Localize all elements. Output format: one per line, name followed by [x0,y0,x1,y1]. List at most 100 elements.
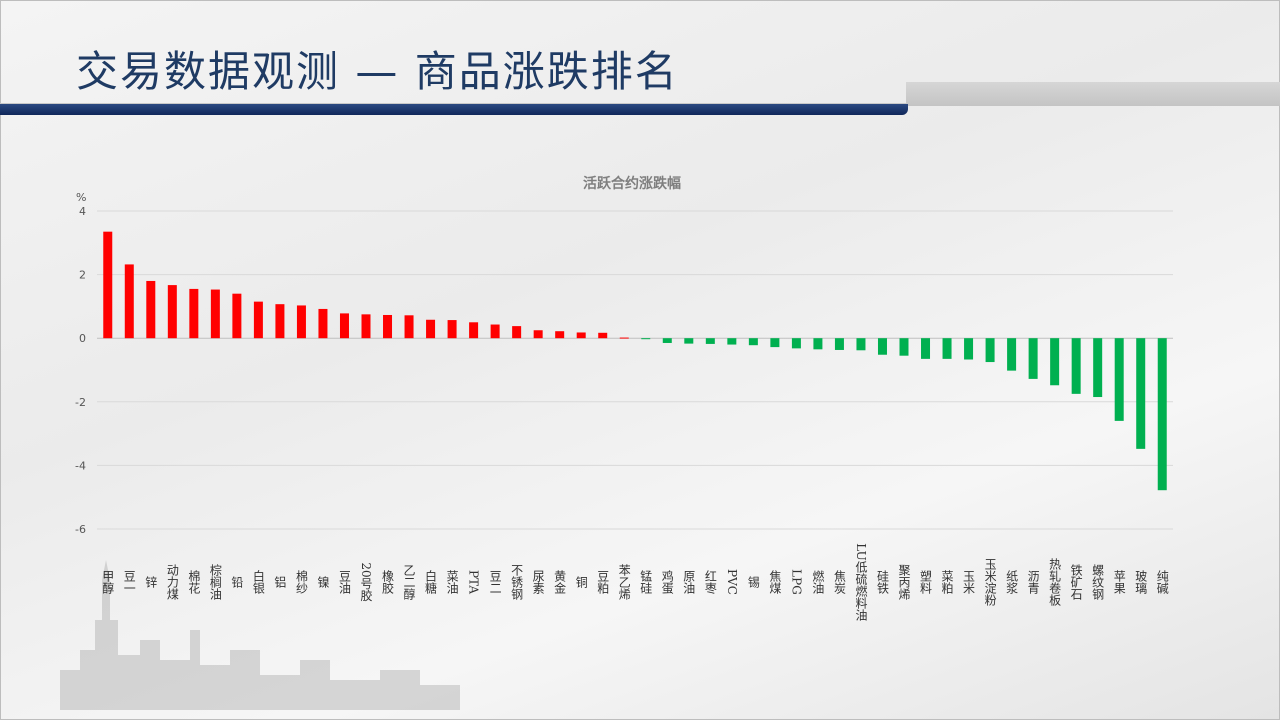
bar [103,231,113,339]
category-label: 玉米淀粉 [983,558,997,606]
category-label: LPG [789,569,803,595]
bar [555,331,565,339]
category-label: 热轧卷板 [1048,558,1062,607]
y-tick-label: -4 [75,459,86,472]
bar [383,314,393,339]
bar [296,305,306,339]
category-label: 焦煤 [768,570,782,594]
bar [985,338,995,363]
bar [619,337,629,339]
bar [469,322,479,339]
category-label: 菜粕 [940,570,954,594]
bar [1157,338,1167,491]
category-labels: 甲醇 豆一锌动力煤 棉花 棕榈油铅白银铝棉纱镍豆油 20号胶 橡胶 乙二醇 白糖 菜油 PTA 豆二… [101,543,1169,620]
category-label: 纯碱 [1155,570,1169,595]
bar [641,338,651,340]
y-tick-label: -2 [75,396,86,409]
category-label: 苹果 [1112,570,1126,594]
y-tick-label: 2 [79,269,86,282]
category-label: 白银 [251,569,265,594]
bar [964,338,974,360]
bar [124,264,134,339]
category-label: 锡 [746,575,760,589]
bar [275,304,285,339]
bar [899,338,909,356]
bar [856,338,866,351]
category-label: 20号胶 [359,562,373,602]
bar [533,330,543,339]
category-label: 不锈钢 [510,564,524,600]
bar [1093,338,1103,398]
bar [426,319,436,339]
category-label: 红枣 [703,569,717,595]
bar [447,320,457,339]
bar [1050,338,1060,386]
category-label: 橡胶 [381,570,395,595]
category-label: 铁矿石 [1069,564,1083,600]
category-label: 原油 [682,570,696,594]
bar [1136,338,1146,449]
category-label: 燃油 [811,569,825,594]
category-label: 纸浆 [1005,570,1019,594]
bar [748,338,758,346]
category-label: 豆二 [488,570,502,594]
header-accent-blue [0,104,908,115]
bar [727,338,737,345]
bar [512,326,522,339]
bar [404,315,414,339]
category-label: 铅 [230,576,244,588]
chart-title: 活跃合约涨跌幅 [583,175,681,192]
bar [662,338,672,343]
category-label: 豆一 [122,570,136,594]
category-label: 鸡蛋 [660,569,674,595]
bar [318,308,328,339]
bar [576,332,586,339]
category-label: 镍 [316,576,330,588]
category-label: 铜 [574,575,588,588]
y-tick-label: -6 [75,523,86,536]
category-label: 硅铁 [875,570,889,594]
category-label: 塑料 [919,569,933,594]
category-label: 豆油 [337,570,351,594]
category-label: 玻璃 [1134,570,1148,595]
bar [146,280,156,339]
category-label: PTA [467,570,481,594]
bar [167,285,177,339]
bar [598,332,608,339]
bar [361,314,371,339]
header-accent-grey [906,82,1280,106]
category-label: LU低硫燃料油 [854,543,868,620]
bar [684,338,694,344]
category-label: 豆粕 [596,570,610,594]
bar [210,289,220,339]
bar [770,338,780,348]
bar [705,338,715,344]
header-divider [0,103,906,104]
category-label: 甲醇 [101,570,115,594]
category-label: 尿素 [531,570,545,594]
category-label: 苯乙烯 [617,564,631,600]
category-label: 铝 [273,575,287,588]
bar [189,288,199,339]
bar [232,293,242,339]
category-label: 棉花 [187,570,201,595]
bar [1007,338,1017,371]
bar [1028,338,1038,379]
y-axis-ticks: -6 -4 -2 0 2 4 [75,205,86,536]
category-label: PVC [725,569,739,595]
bar [791,338,801,349]
bar [1114,338,1124,421]
category-label: 动力煤 [165,564,179,600]
category-label: 玉米 [962,570,976,594]
category-label: 白糖 [424,569,438,595]
y-axis-unit: % [76,191,86,204]
bar [813,338,823,350]
category-label: 黄金 [553,570,567,594]
bar [253,301,263,339]
category-label: 沥青 [1026,570,1040,595]
category-label: 锌 [144,576,158,588]
bar [921,338,931,359]
bar [942,338,952,359]
bar [834,338,844,350]
